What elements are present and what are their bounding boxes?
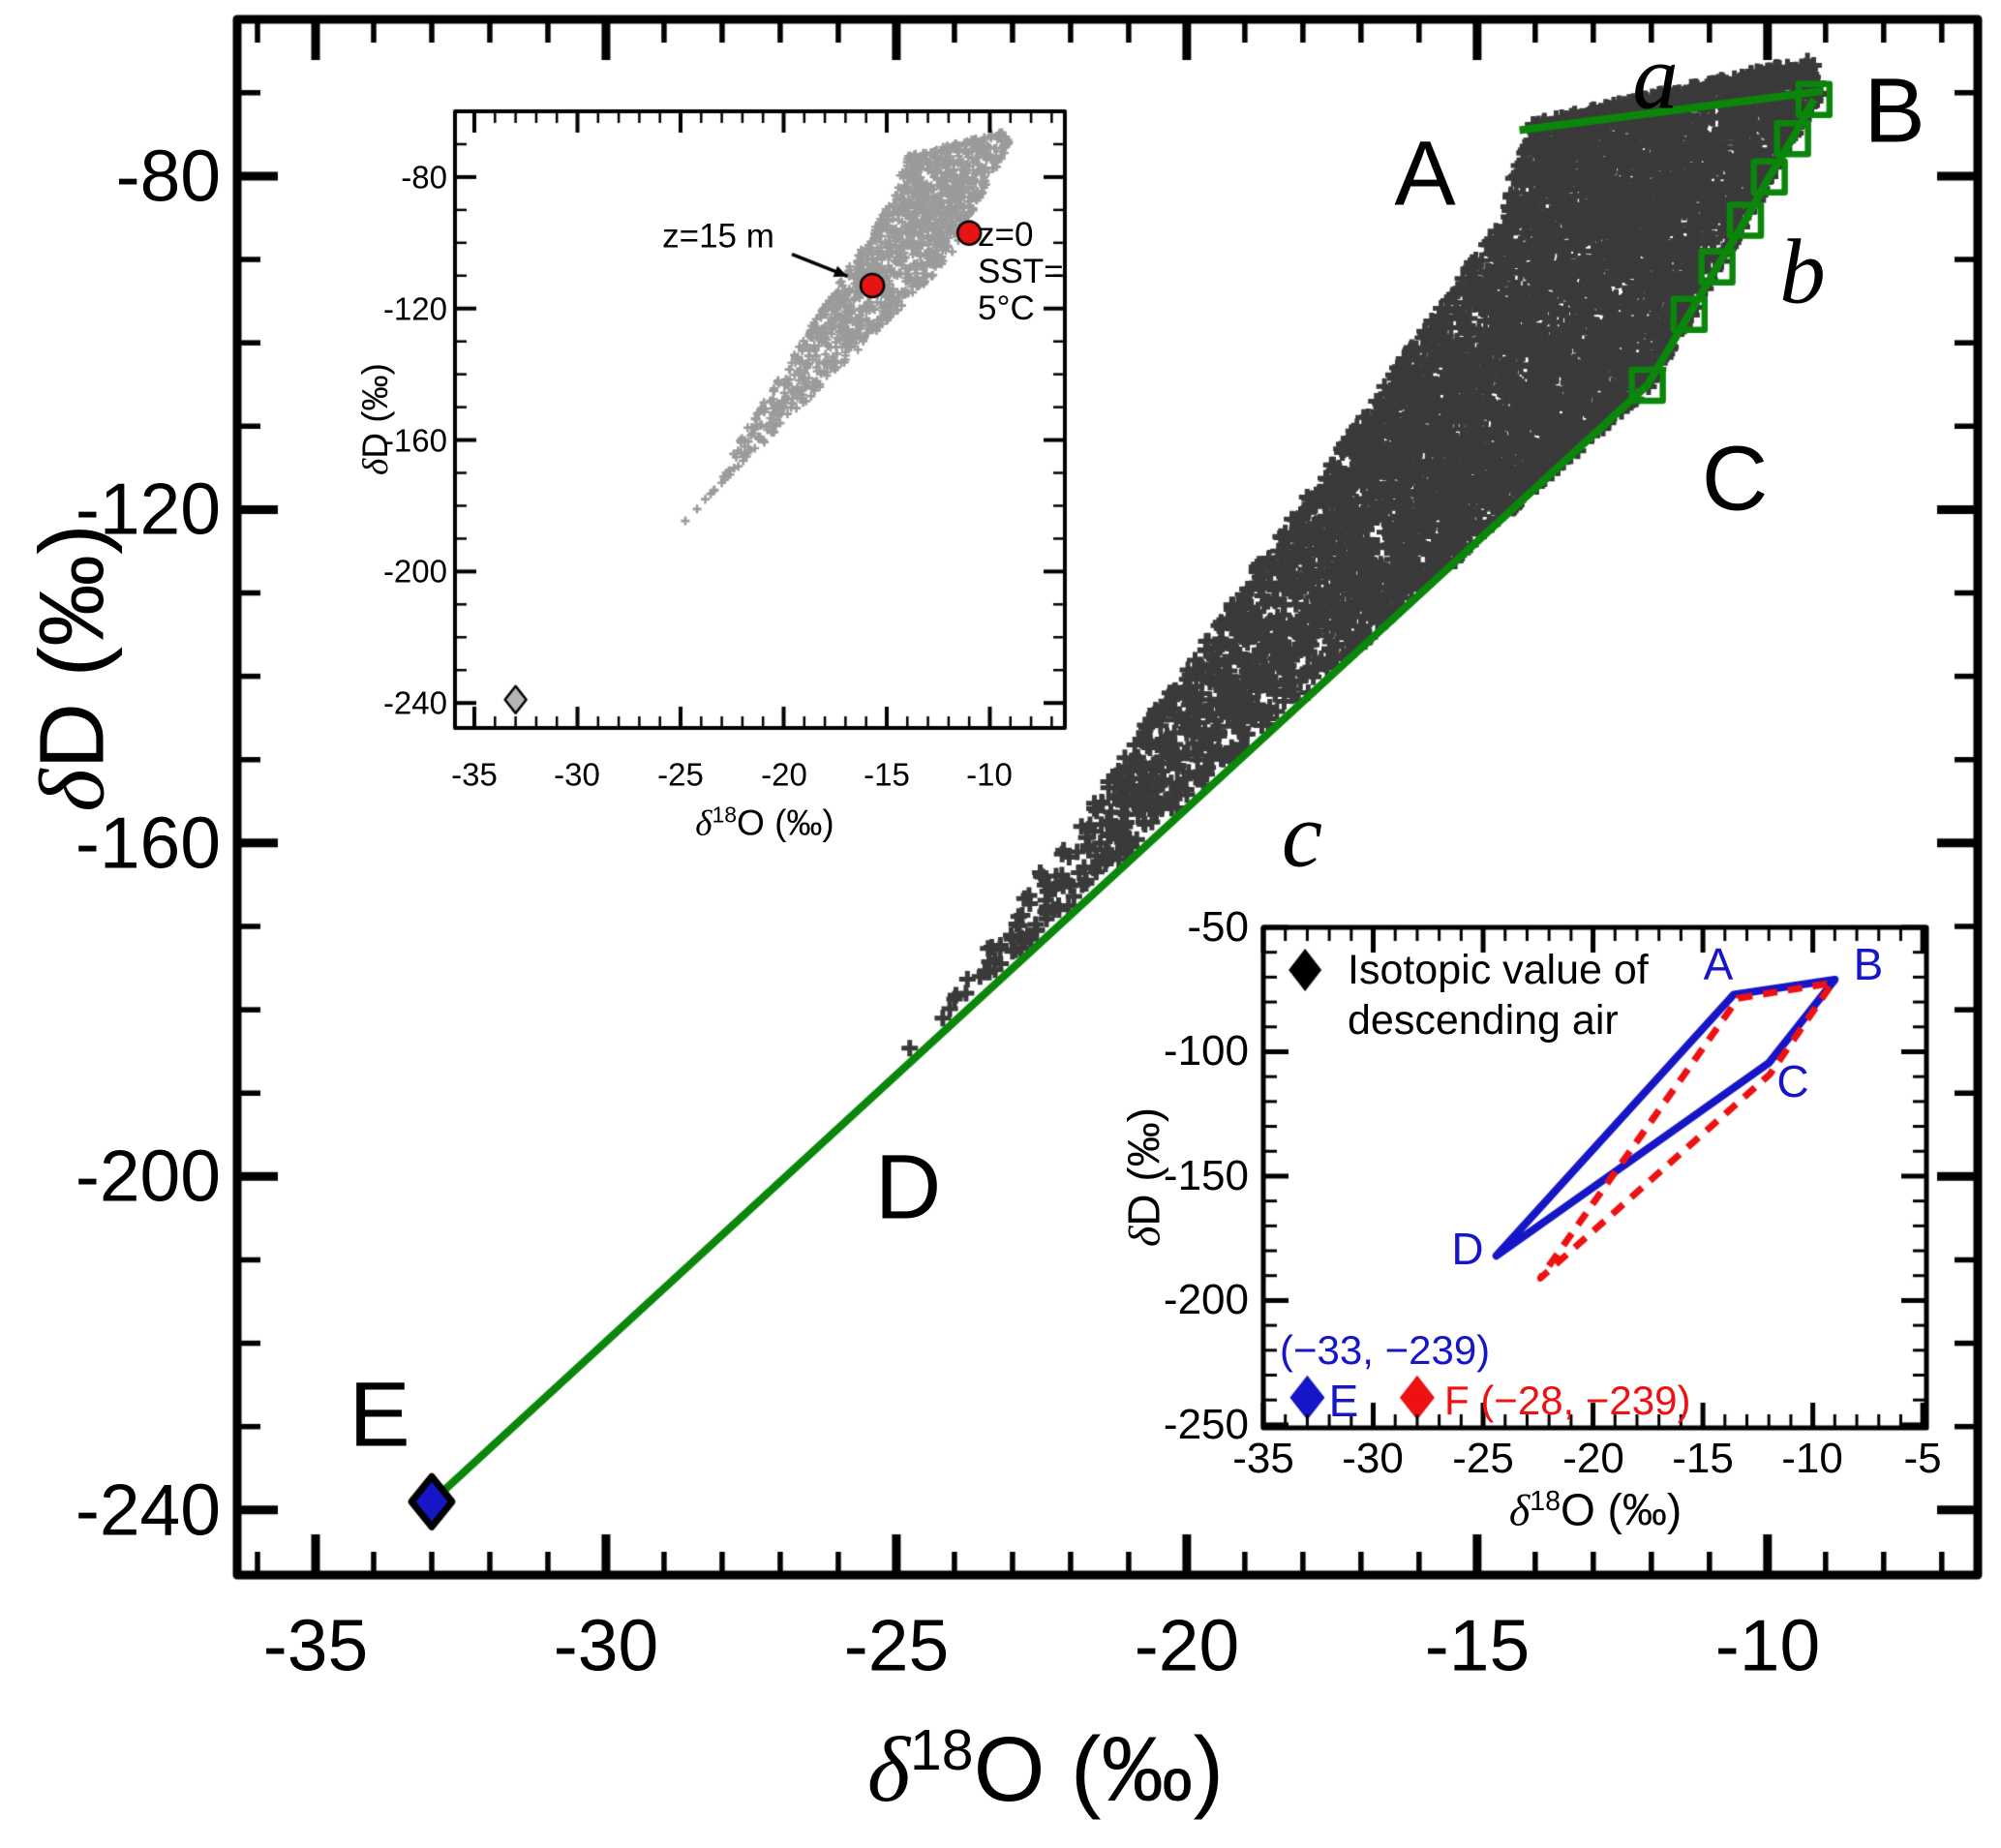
inset2-x-axis-title: δ18O (‰) [1508,1484,1683,1535]
inset1-y-tick: -200 [382,553,447,590]
label-D: D [874,1136,942,1239]
main-x-tick: -20 [1134,1604,1240,1686]
main-y-tick: -120 [75,468,221,550]
inset1-y-tick: -160 [382,422,447,459]
label-E: E [349,1363,410,1467]
main-x-tick: -35 [262,1604,369,1686]
inset1-x-axis-title: δ18O (‰) [695,802,834,844]
inset2-coord-E: (−33, −239) [1280,1327,1491,1373]
main-y-tick: -160 [75,802,221,884]
inset2-y-tick: -100 [1163,1027,1249,1075]
inset2-legend-text: Isotopic value of descending air [1348,947,1649,1044]
inset2-label-E: E [1328,1376,1359,1426]
inset2-y-tick: -50 [1187,903,1249,951]
label-A: A [1394,122,1456,226]
inset2-x-tick: -15 [1672,1435,1734,1482]
inset2-vertex-B: B [1853,939,1884,989]
main-x-axis-title: δ18O (‰) [866,1718,1225,1822]
inset1-y-tick: -120 [382,290,447,327]
inset2-y-tick: -150 [1163,1152,1249,1199]
inset2-x-tick: -25 [1452,1435,1514,1482]
inset2-y-axis-title: δD (‰) [1118,1106,1169,1248]
inset1-y-tick: -80 [401,159,447,196]
main-y-tick: -240 [75,1469,221,1551]
inset2-x-tick: -10 [1781,1435,1843,1482]
label-a: a [1632,25,1679,129]
inset2-vertex-D: D [1451,1224,1484,1274]
main-x-tick: -15 [1424,1604,1531,1686]
main-x-tick: -10 [1714,1604,1821,1686]
inset2-label-F: F (−28, −239) [1444,1378,1691,1423]
inset1-x-tick: -25 [657,756,704,793]
main-y-axis-title: δD (‰) [20,524,124,812]
inset2-vertex-C: C [1776,1056,1809,1106]
inset1-x-tick: -10 [966,756,1013,793]
inset1-x-tick: -15 [864,756,910,793]
inset2-x-tick: -5 [1903,1435,1942,1482]
main-x-tick: -30 [553,1604,659,1686]
inset1-y-tick: -240 [382,684,447,721]
inset2-x-tick: -35 [1232,1435,1294,1482]
main-y-tick: -80 [115,135,221,217]
inset1-x-tick: -35 [451,756,498,793]
inset1-x-tick: -30 [554,756,600,793]
inset2-x-tick: -30 [1342,1435,1404,1482]
label-b: b [1779,220,1826,323]
inset1-note-z15m: z=15 m [662,217,774,256]
inset2-y-tick: -200 [1163,1276,1249,1323]
inset2-y-tick: -250 [1163,1401,1249,1448]
main-x-tick: -25 [843,1604,950,1686]
inset1-y-axis-title: δD (‰) [355,363,396,475]
inset1-x-tick: -20 [761,756,807,793]
inset2-x-tick: -20 [1562,1435,1624,1482]
inset1-note-z0-sst: z=0 SST= 5°C [978,216,1064,327]
main-y-tick: -200 [75,1135,221,1217]
label-B: B [1864,59,1925,163]
inset2-vertex-A: A [1703,939,1734,989]
label-C: C [1701,427,1769,530]
label-c: c [1281,783,1323,887]
